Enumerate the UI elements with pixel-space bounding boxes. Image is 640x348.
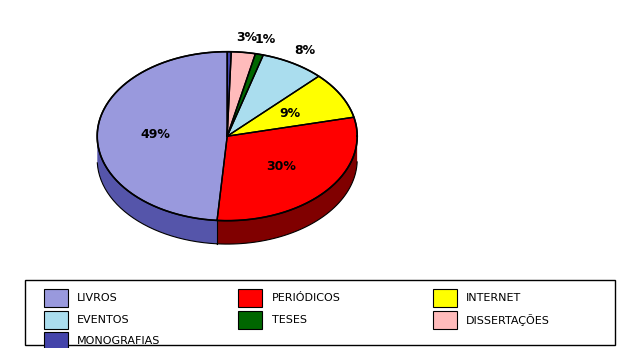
Text: TESES: TESES	[271, 315, 307, 325]
Text: 1%: 1%	[255, 33, 276, 46]
FancyBboxPatch shape	[44, 332, 68, 348]
Polygon shape	[227, 52, 231, 136]
FancyBboxPatch shape	[433, 311, 457, 329]
Text: 3%: 3%	[236, 31, 257, 44]
Text: INTERNET: INTERNET	[466, 293, 522, 303]
FancyBboxPatch shape	[26, 280, 615, 345]
Polygon shape	[217, 139, 357, 244]
Text: 30%: 30%	[266, 160, 296, 173]
Polygon shape	[97, 52, 227, 220]
Text: 49%: 49%	[141, 128, 171, 141]
Polygon shape	[227, 52, 255, 136]
FancyBboxPatch shape	[238, 289, 262, 307]
Text: PERIÓDICOS: PERIÓDICOS	[271, 293, 340, 303]
FancyBboxPatch shape	[238, 311, 262, 329]
FancyBboxPatch shape	[44, 289, 68, 307]
Polygon shape	[97, 140, 217, 244]
Polygon shape	[227, 76, 354, 136]
Text: MONOGRAFIAS: MONOGRAFIAS	[77, 336, 161, 346]
Text: DISSERTAÇÕES: DISSERTAÇÕES	[466, 314, 550, 326]
Text: EVENTOS: EVENTOS	[77, 315, 129, 325]
Text: LIVROS: LIVROS	[77, 293, 118, 303]
Text: 8%: 8%	[294, 44, 316, 57]
FancyBboxPatch shape	[433, 289, 457, 307]
FancyBboxPatch shape	[44, 311, 68, 329]
Polygon shape	[217, 117, 357, 221]
Text: 9%: 9%	[279, 107, 300, 120]
Polygon shape	[227, 55, 319, 136]
Polygon shape	[227, 54, 263, 136]
